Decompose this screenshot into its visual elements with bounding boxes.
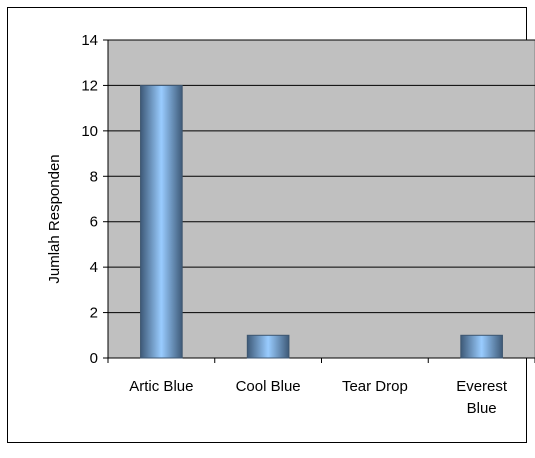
bar-chart: 0 2 4 6 8 10 12 14 Artic Blue Cool Blue Tear Drop E…: [46, 32, 535, 417]
chart-frame: 0 2 4 6 8 10 12 14 Artic Blue Cool Blue Tear Drop E…: [7, 7, 535, 443]
x-category-label: Cool Blue: [236, 378, 301, 395]
y-tick-label: 4: [90, 259, 98, 276]
x-category-label: Tear Drop: [342, 378, 408, 395]
y-tick-label: 12: [81, 77, 98, 94]
y-tick-label: 8: [90, 168, 98, 185]
y-axis-title: Jumlah Responden: [46, 154, 63, 283]
y-tick-label: 6: [90, 214, 98, 231]
bar-artic-blue: [140, 84, 183, 359]
y-tick-label: 2: [90, 305, 98, 322]
y-tick-label: 10: [81, 123, 98, 140]
x-category-label: Artic Blue: [129, 378, 193, 395]
bar-cool-blue: [246, 334, 290, 359]
y-tick-label: 0: [90, 350, 98, 367]
y-tick-label: 14: [81, 32, 98, 49]
x-category-label: Blue: [467, 400, 497, 417]
bar-everest-blue: [460, 334, 503, 359]
x-category-label: Everest: [456, 378, 508, 395]
